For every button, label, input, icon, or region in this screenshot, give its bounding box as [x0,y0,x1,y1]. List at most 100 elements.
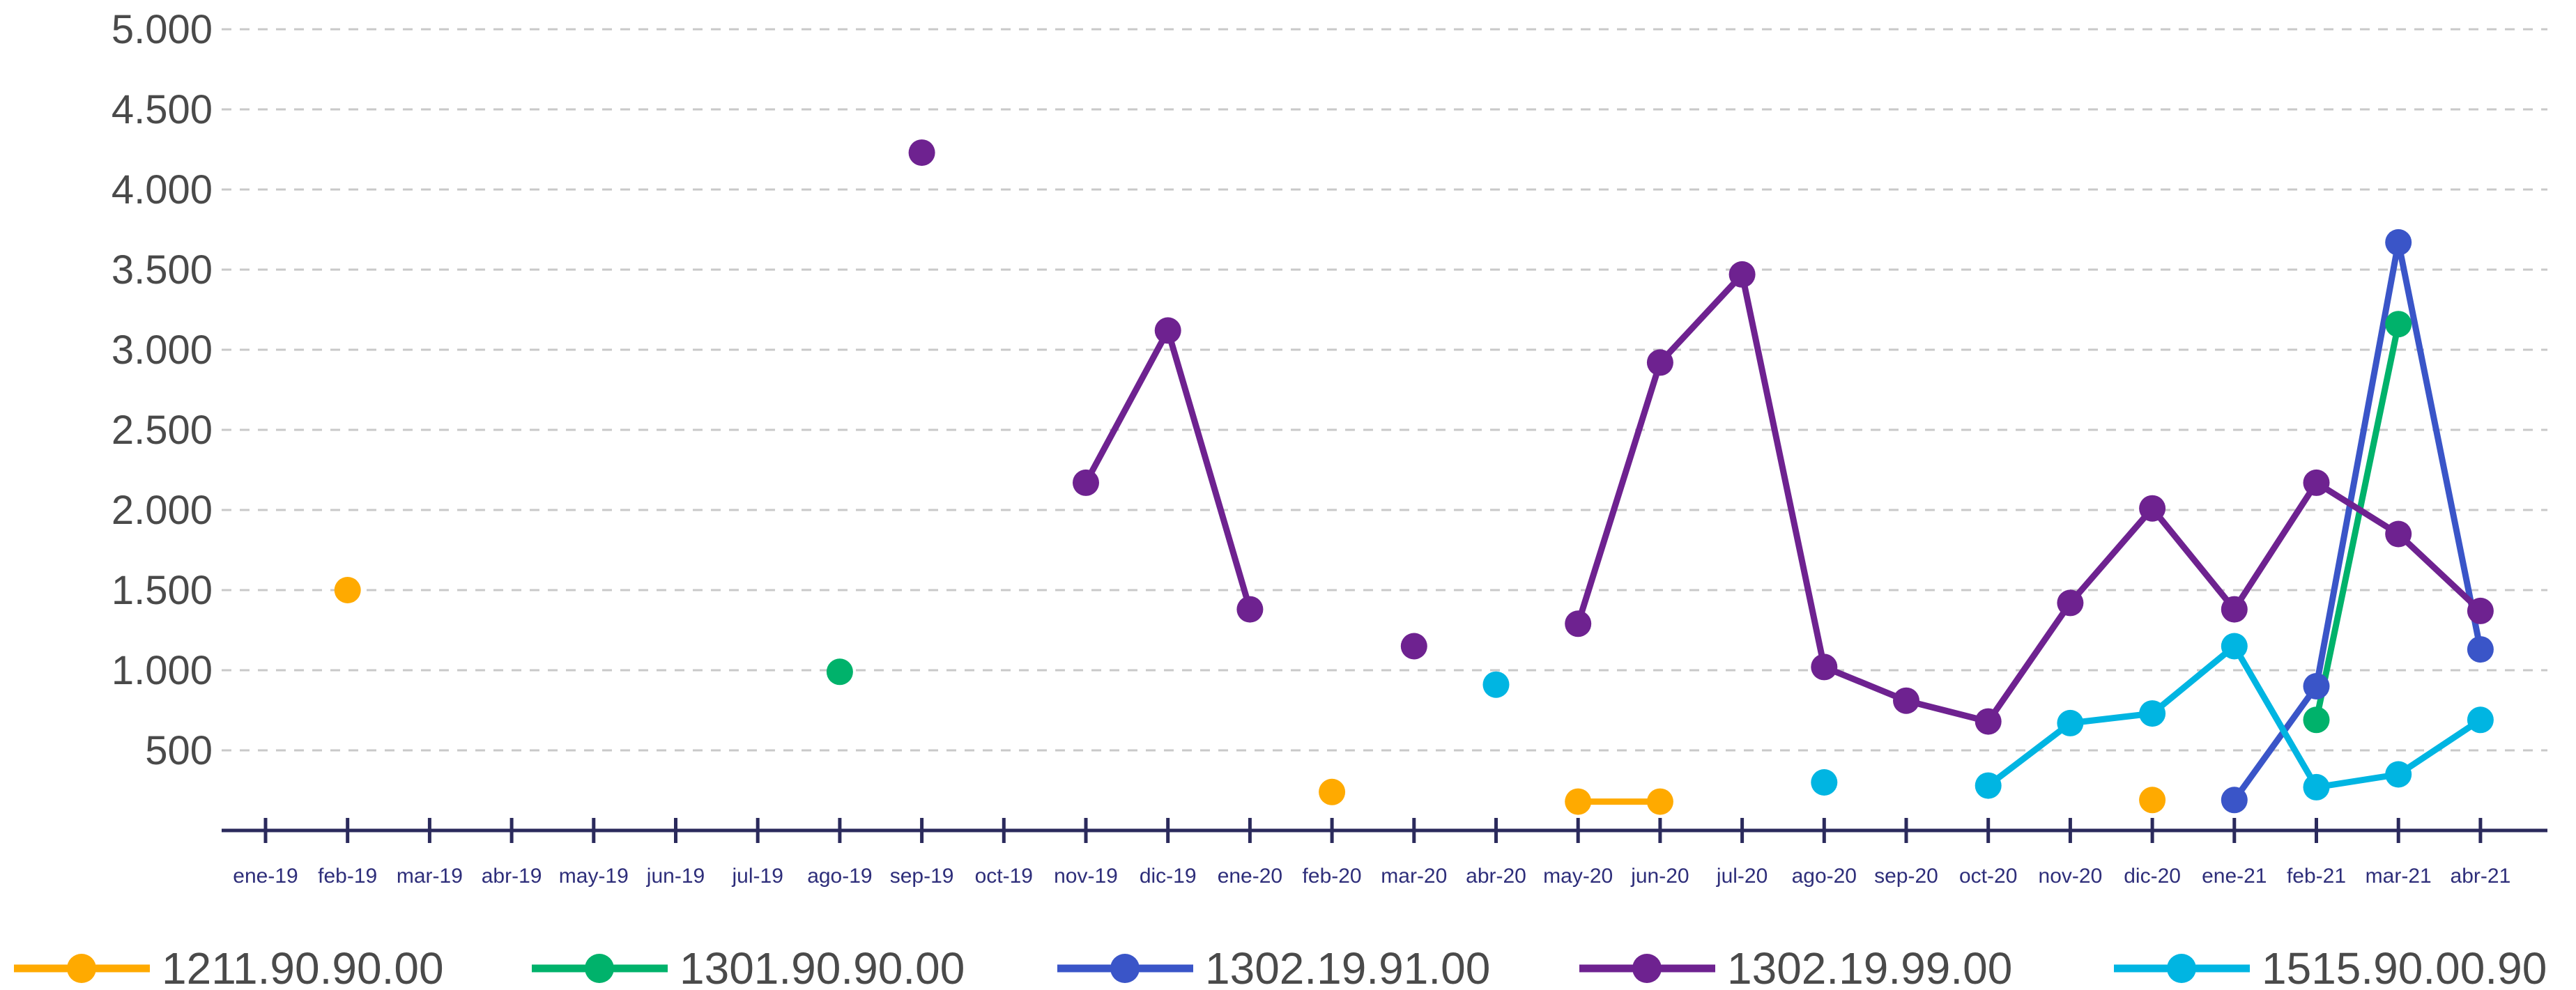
x-axis-ticks: ene-19 feb-19 mar-19 abr-19 may-19 jun-19 jul-… [233,818,2510,888]
data-point [1646,788,1673,815]
data-point [334,577,361,603]
legend-swatch-marker [585,954,614,983]
data-point [2303,773,2330,800]
series-1302.19.91.00 [2231,239,2484,803]
data-point [2057,709,2084,736]
legend-item: 1302.19.91.00 [1057,943,1490,990]
series-line-segment [2231,479,2320,613]
data-point [1400,633,1427,660]
legend-label: 1302.19.99.00 [1727,943,2012,990]
data-point [1893,687,1919,714]
data-point [1728,261,1756,288]
data-point [908,139,935,167]
series-line-segment [1903,697,1992,725]
y-tick-label: 3.000 [112,327,213,373]
x-tick-label: jun-19 [646,865,705,888]
series-line-segment [1657,271,1746,366]
data-point [1646,349,1673,376]
legend-item: 1302.19.99.00 [1579,943,2012,990]
legend-label: 1301.90.90.00 [680,943,965,990]
x-tick-label: may-19 [559,865,629,888]
x-tick-label: nov-20 [2039,865,2103,888]
legend: 1211.90.90.00 1301.90.90.00 1302.19.91.00 1… [14,943,2547,990]
legend-swatch-marker [67,954,96,983]
x-tick-label: mar-20 [1381,865,1447,888]
data-point [2303,706,2330,734]
data-point [1811,769,1838,796]
data-point [2385,229,2412,256]
series-line-segment [1739,271,1827,670]
series-line-segment [2313,479,2402,537]
series-line-segment [2313,771,2402,791]
data-point [2139,495,2166,522]
series-markers-1301.90.90.00 [826,311,2412,734]
series-line-segment [2149,505,2238,613]
legend-label: 1211.90.90.00 [162,943,444,990]
x-tick-label: oct-20 [1959,865,2017,888]
x-tick-label: dic-20 [2124,865,2181,888]
legend-label: 1302.19.91.00 [1205,943,1490,990]
data-point [1154,317,1181,344]
legend-swatch-marker [1110,954,1140,983]
data-point [2385,311,2412,338]
legend-label: 1515.90.00.90 [2262,943,2547,990]
data-point [2467,636,2494,663]
data-point [1975,772,2002,799]
data-point [1565,610,1592,637]
y-tick-label: 4.000 [112,167,213,212]
y-tick-label: 3.500 [112,247,213,293]
y-tick-label: 1.000 [112,648,213,693]
x-tick-label: dic-19 [1140,865,1197,888]
legend-item: 1515.90.00.90 [2114,943,2547,990]
series-1302.19.99.00 [1082,271,2484,725]
series-line-segment [1082,327,1172,486]
gridlines [222,28,2547,752]
x-tick-label: oct-19 [975,865,1033,888]
data-point [2221,787,2248,814]
series-markers-1302.19.91.00 [2221,229,2494,814]
y-axis-tick-labels: 500 1.000 1.500 2.000 2.500 3.000 3.500 4.000 4.… [112,7,213,773]
x-tick-label: jun-20 [1630,865,1689,888]
series-line-segment [1820,663,1910,704]
legend-item: 1211.90.90.00 [14,943,444,990]
x-tick-label: may-20 [1543,865,1613,888]
series-line-segment [2067,710,2156,727]
x-tick-label: jul-20 [1716,865,1768,888]
data-point [1975,708,2002,735]
series-markers-1302.19.99.00 [908,139,2494,735]
data-point [826,658,853,686]
x-tick-label: sep-19 [890,865,954,888]
series-line-segment [1985,720,2073,789]
series-1301.90.90.00 [2313,320,2402,723]
x-tick-label: ene-20 [1218,865,1282,888]
x-tick-label: feb-19 [318,865,377,888]
data-point [2467,706,2494,734]
x-tick-label: nov-19 [1054,865,1118,888]
data-point [1565,788,1592,815]
y-tick-label: 500 [145,728,213,773]
x-tick-label: abr-20 [1466,865,1526,888]
data-point [2139,787,2166,814]
data-point [1236,596,1264,623]
x-tick-label: mar-21 [2366,865,2432,888]
data-point [2057,589,2084,617]
y-tick-label: 4.500 [112,87,213,132]
series [334,139,2494,815]
data-point [1073,469,1099,496]
series-line-segment [2231,643,2320,791]
series-line-segment [2313,239,2402,690]
series-line-segment [2313,320,2402,723]
series-markers-1515.90.00.90 [1482,633,2494,800]
x-tick-label: sep-20 [1874,865,1938,888]
data-point [1319,778,1346,805]
data-point [1811,653,1838,681]
data-point [2385,761,2412,788]
x-tick-label: ago-20 [1792,865,1857,888]
series-line-segment [2395,531,2484,614]
series-1515.90.00.90 [1985,643,2484,791]
series-line-segment [1574,359,1664,627]
legend-swatch-marker [1632,954,1662,983]
x-tick-label: jul-19 [732,865,783,888]
x-tick-label: ago-19 [807,865,872,888]
y-tick-label: 2.500 [112,408,213,453]
